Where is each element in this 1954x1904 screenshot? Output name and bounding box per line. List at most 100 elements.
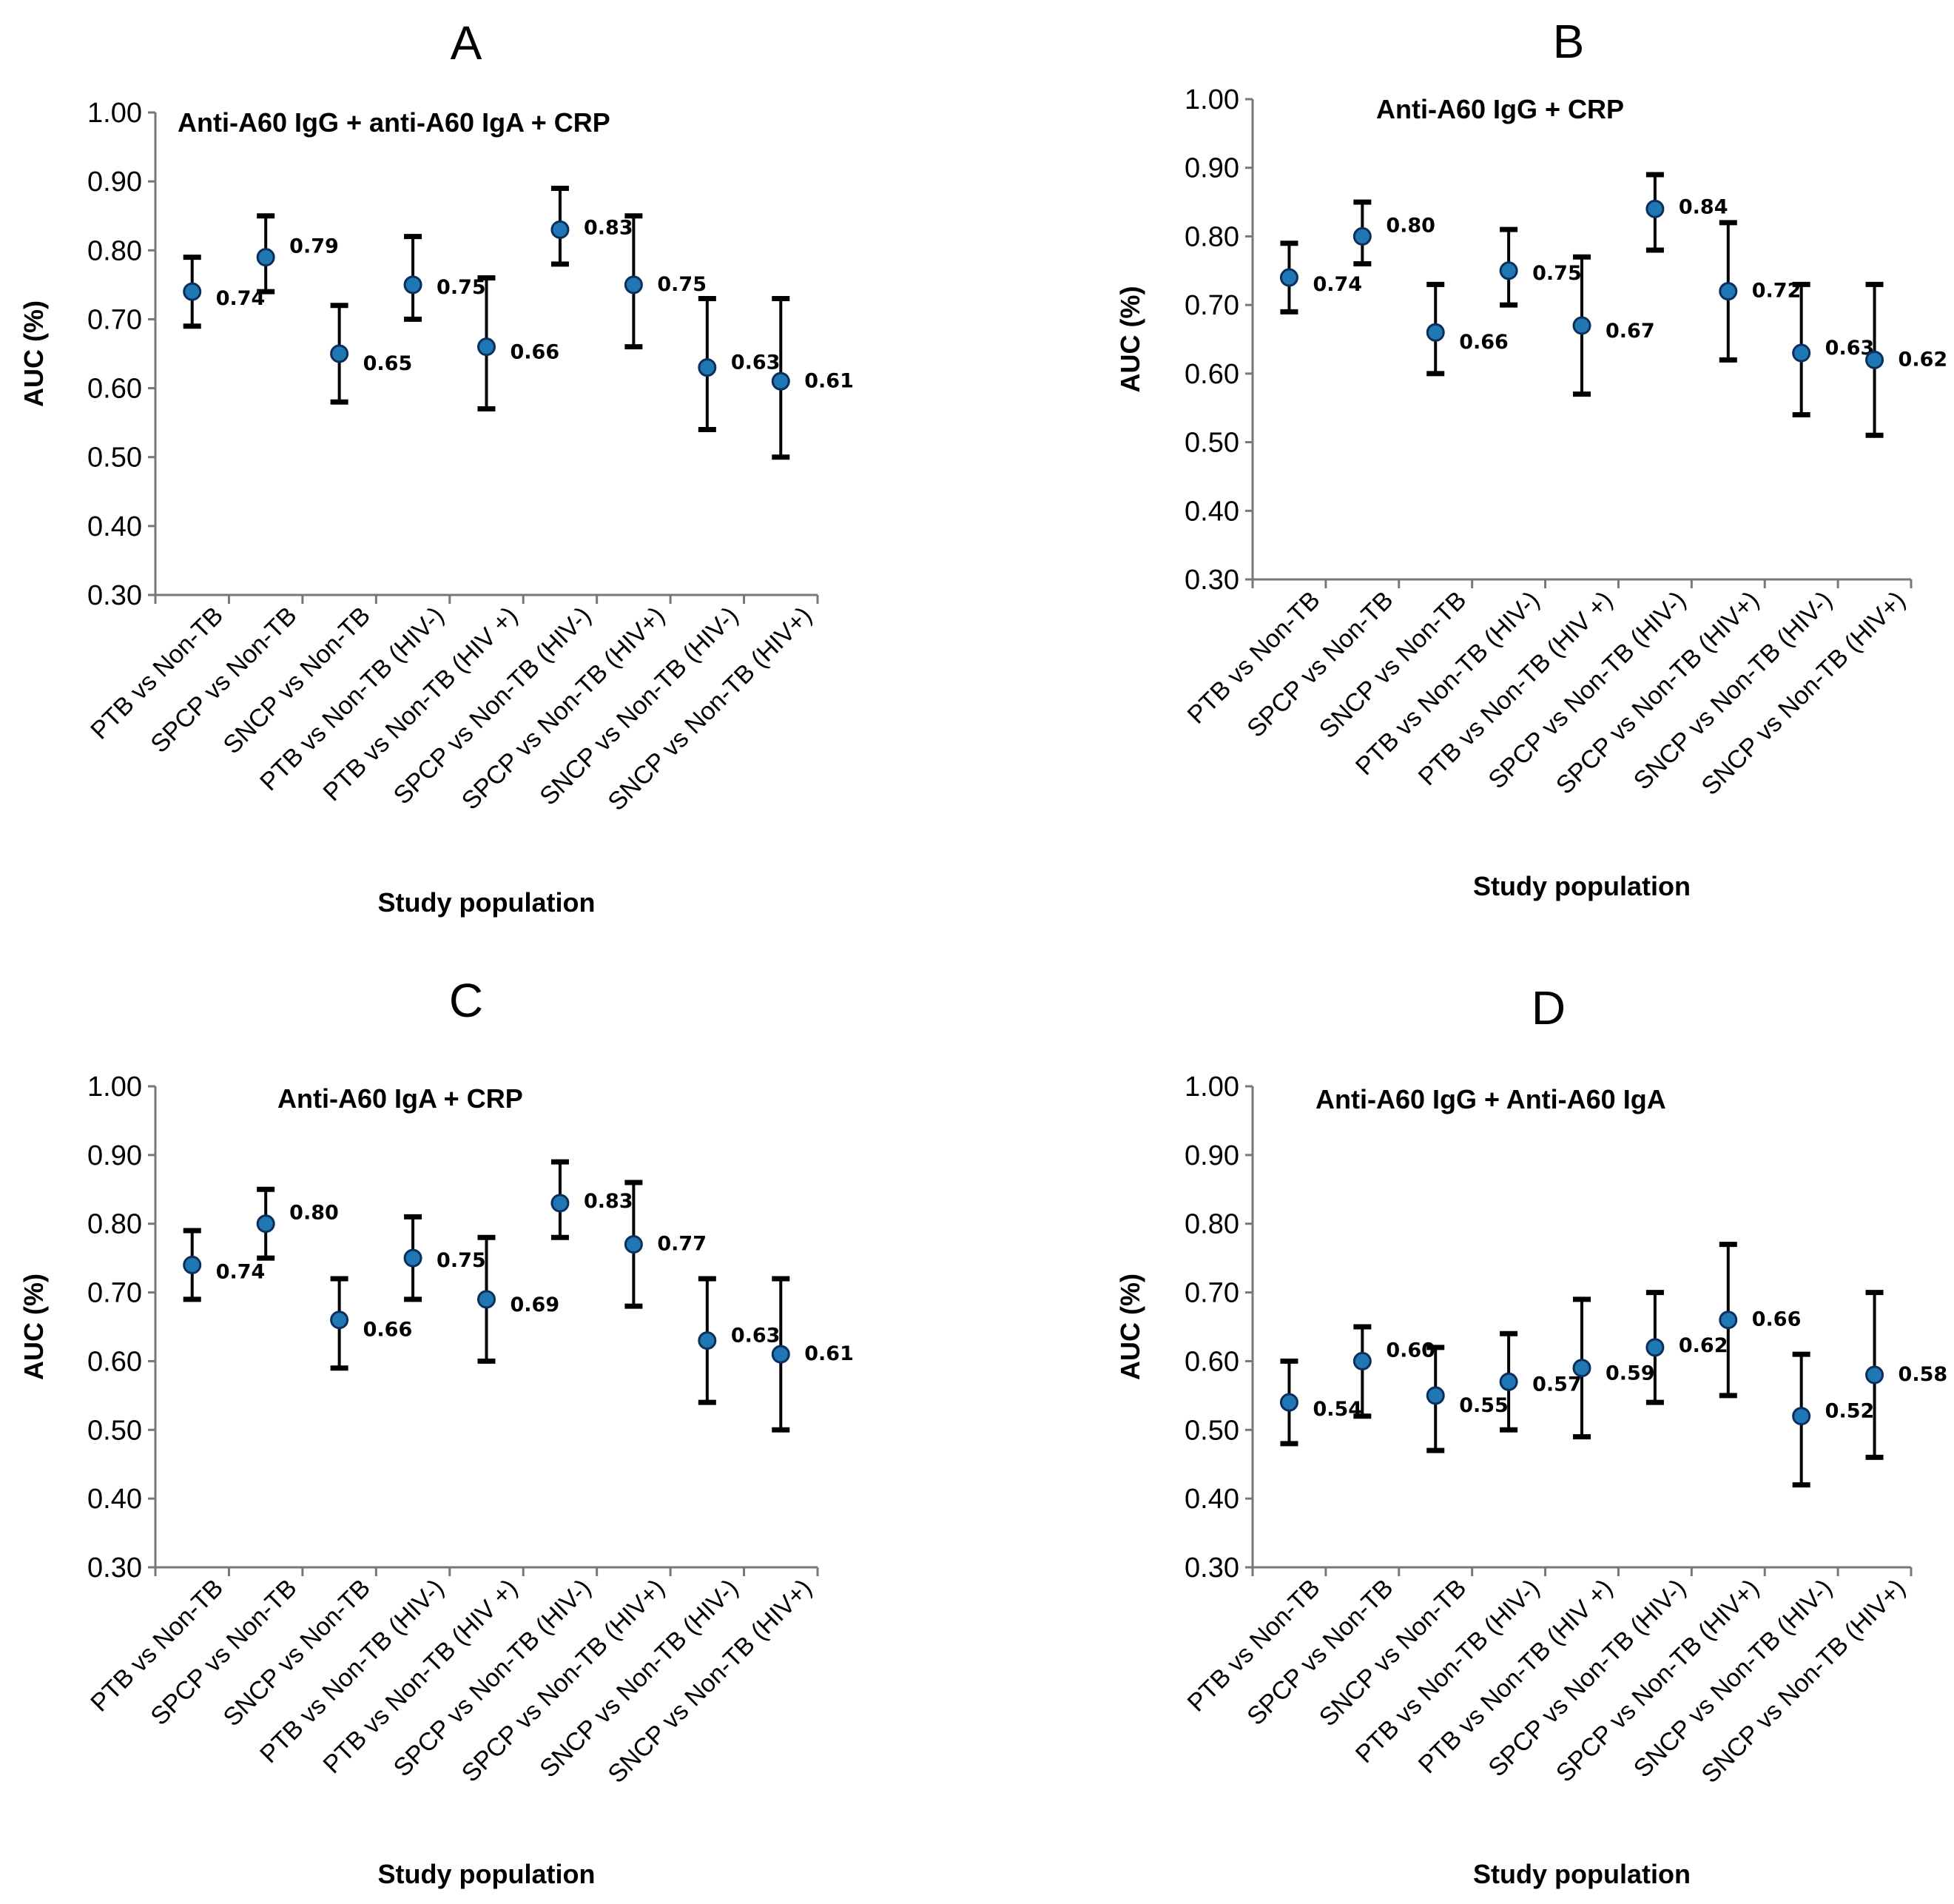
- chart-title: Anti-A60 IgG + CRP: [1376, 94, 1624, 124]
- y-axis-title: AUC (%): [18, 300, 49, 407]
- x-tick-label: PTB vs Non-TB: [1182, 586, 1326, 730]
- data-point: [1792, 1407, 1811, 1426]
- x-tick-label: PTB vs Non-TB: [1182, 1574, 1326, 1718]
- y-tick-label: 0.80: [87, 235, 142, 266]
- panel-b: B Anti-A60 IgG + CRP 0.30 0.40 0.50 0.60 0.70 0…: [1115, 15, 1947, 901]
- y-tick-label: 0.30: [1185, 565, 1239, 596]
- data-label: 0.84: [1679, 195, 1728, 218]
- data-label: 0.62: [1679, 1334, 1728, 1357]
- data-point: [1279, 1393, 1298, 1412]
- y-tick-label: 0.30: [87, 580, 142, 611]
- data-point: [1352, 226, 1372, 246]
- y-tick-label: 0.30: [1185, 1553, 1239, 1584]
- data-point: [771, 371, 790, 391]
- y-tick-label: 0.60: [87, 1346, 142, 1377]
- data-point: [624, 1235, 643, 1254]
- data-label: 0.60: [1386, 1339, 1435, 1362]
- y-tick-label: 1.00: [1185, 84, 1239, 115]
- y-tick-label: 0.70: [1185, 1278, 1239, 1309]
- panel-letter: C: [449, 974, 483, 1027]
- y-tick-label: 0.40: [87, 511, 142, 542]
- y-tick-label: 0.60: [1185, 1346, 1239, 1377]
- x-axis-title: Study population: [378, 887, 596, 918]
- y-tick-label: 0.80: [87, 1209, 142, 1240]
- data-point: [1645, 1338, 1665, 1357]
- data-point: [1792, 343, 1811, 363]
- data-label: 0.58: [1899, 1363, 1948, 1386]
- data-point: [1352, 1351, 1372, 1370]
- data-label: 0.75: [1532, 262, 1582, 285]
- x-axis-title: Study population: [378, 1859, 596, 1889]
- data-label: 0.61: [804, 1342, 854, 1365]
- chart-title: Anti-A60 IgG + Anti-A60 IgA: [1315, 1084, 1666, 1114]
- data-point: [1572, 1359, 1591, 1378]
- x-tick-label: PTB vs Non-TB: [85, 1574, 229, 1718]
- data-label: 0.66: [1459, 331, 1509, 354]
- y-tick-label: 0.90: [1185, 153, 1239, 184]
- data-point: [698, 1331, 717, 1350]
- panel-a: A Anti-A60 IgG + anti-A60 IgA + CRP 0.30 0.…: [18, 16, 854, 918]
- panel-c: C Anti-A60 IgA + CRP 0.30 0.40 0.50 0.60 0.70 0…: [18, 974, 854, 1889]
- y-tick-label: 0.50: [87, 1415, 142, 1446]
- y-tick-label: 0.40: [1185, 1484, 1239, 1515]
- data-point: [624, 275, 643, 295]
- data-label: 0.63: [731, 1325, 781, 1348]
- data-label: 0.66: [363, 1319, 413, 1342]
- data-label: 0.74: [216, 1260, 266, 1283]
- panel-letter: A: [451, 16, 482, 70]
- chart-title: Anti-A60 IgG + anti-A60 IgA + CRP: [178, 107, 610, 138]
- data-point: [403, 1248, 422, 1268]
- data-point: [1426, 323, 1445, 342]
- data-point: [1865, 350, 1884, 369]
- data-label: 0.65: [363, 352, 413, 375]
- y-tick-label: 0.50: [1185, 428, 1239, 459]
- y-axis-title: AUC (%): [18, 1274, 49, 1380]
- data-point: [1719, 282, 1738, 301]
- data-label: 0.63: [731, 351, 781, 374]
- y-tick-label: 0.50: [1185, 1415, 1239, 1446]
- y-tick-label: 0.40: [1185, 496, 1239, 527]
- x-tick-label: PTB vs Non-TB: [85, 602, 229, 745]
- panel-letter: D: [1532, 981, 1566, 1035]
- data-label: 0.74: [1313, 273, 1362, 296]
- data-point: [330, 344, 349, 363]
- data-label: 0.66: [1752, 1308, 1802, 1331]
- data-point: [771, 1345, 790, 1364]
- y-tick-label: 0.70: [87, 304, 142, 335]
- panel-d: D Anti-A60 IgG + Anti-A60 IgA 0.30 0.40 0.50…: [1115, 981, 1947, 1889]
- y-tick-label: 0.30: [87, 1553, 142, 1584]
- data-label: 0.63: [1825, 337, 1875, 360]
- data-point: [256, 248, 275, 267]
- data-point: [1865, 1365, 1884, 1385]
- data-point: [1645, 199, 1665, 218]
- data-point: [183, 282, 202, 301]
- data-point: [1499, 1372, 1518, 1391]
- y-axis-title: AUC (%): [1115, 1274, 1145, 1380]
- data-point: [477, 1290, 496, 1309]
- y-tick-label: 0.90: [87, 1140, 142, 1171]
- data-label: 0.80: [1386, 214, 1435, 237]
- data-point: [403, 275, 422, 295]
- data-label: 0.75: [437, 1249, 486, 1272]
- data-point: [1572, 316, 1591, 335]
- data-label: 0.57: [1532, 1373, 1582, 1396]
- data-label: 0.75: [657, 273, 707, 296]
- y-tick-label: 1.00: [87, 1072, 142, 1103]
- data-label: 0.59: [1606, 1362, 1655, 1385]
- y-tick-label: 0.70: [1185, 290, 1239, 321]
- y-tick-label: 0.80: [1185, 1209, 1239, 1240]
- y-axis-title: AUC (%): [1115, 286, 1145, 393]
- y-tick-label: 1.00: [87, 98, 142, 129]
- data-point: [183, 1255, 202, 1274]
- data-label: 0.67: [1606, 320, 1655, 343]
- data-point: [1426, 1386, 1445, 1405]
- y-tick-label: 0.90: [1185, 1140, 1239, 1171]
- y-tick-label: 0.60: [87, 374, 142, 405]
- data-point: [256, 1214, 275, 1234]
- x-axis-title: Study population: [1473, 871, 1691, 901]
- data-label: 0.55: [1459, 1394, 1509, 1417]
- data-label: 0.83: [584, 216, 633, 239]
- data-label: 0.77: [657, 1233, 707, 1256]
- y-tick-label: 1.00: [1185, 1072, 1239, 1103]
